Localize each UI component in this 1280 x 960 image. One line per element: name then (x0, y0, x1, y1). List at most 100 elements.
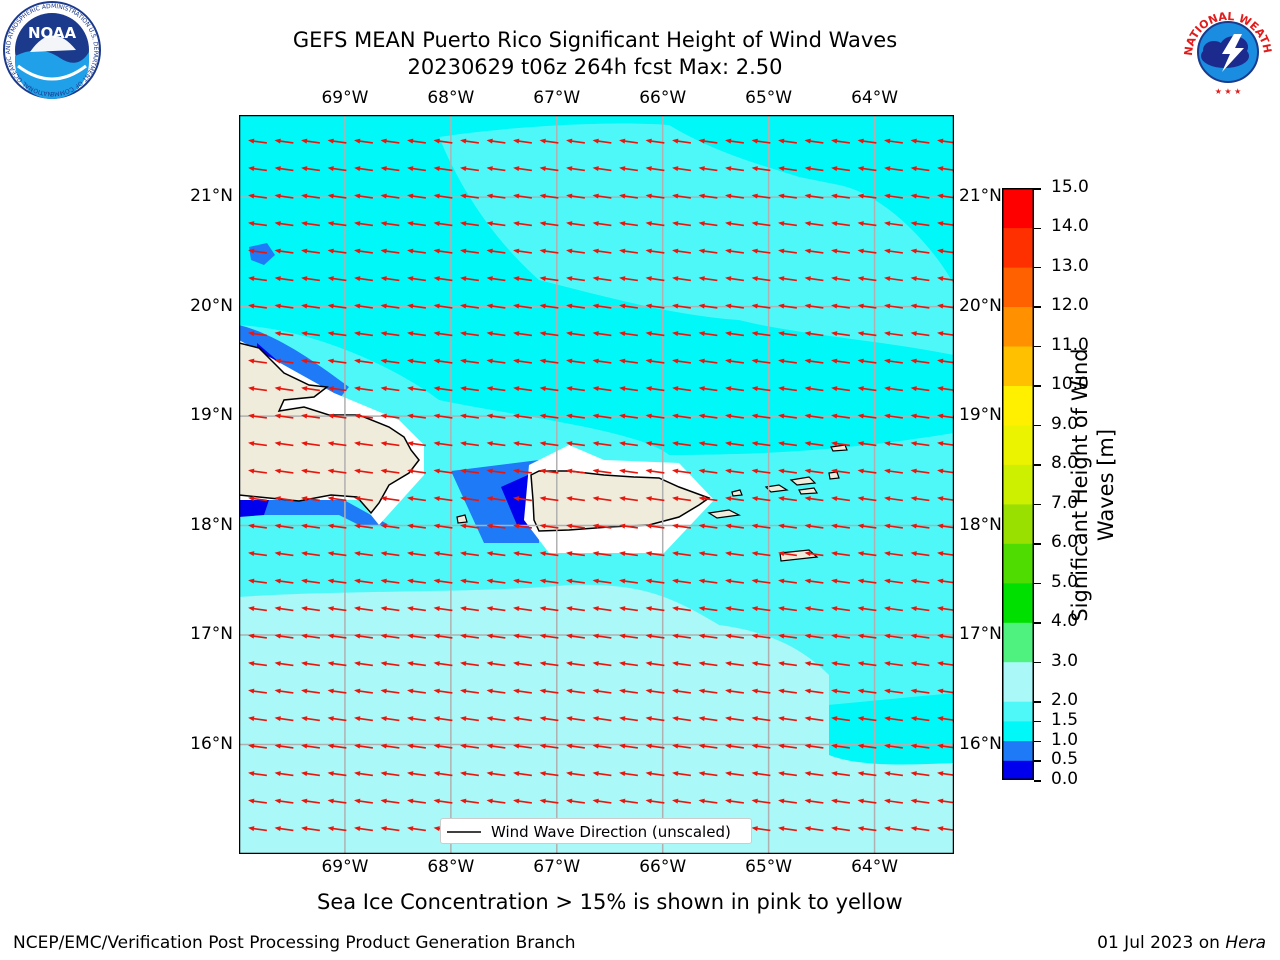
wind-arrow (460, 386, 479, 392)
wind-arrow (274, 248, 294, 254)
wind-arrow (301, 303, 320, 309)
colorbar-tick-mark (1034, 661, 1041, 664)
wind-arrow (778, 496, 797, 502)
wind-arrow (884, 551, 903, 557)
hispaniola-landmass (239, 342, 420, 515)
wind-arrow (539, 386, 559, 392)
wind-arrow (539, 331, 559, 337)
wind-arrow (248, 523, 267, 529)
wind-arrow (672, 441, 691, 447)
wind-arrow (566, 688, 585, 694)
wind-arrow (354, 688, 373, 694)
wind-arrow (566, 248, 585, 254)
wind-arrow (698, 661, 718, 667)
lat-tick-right: 17°N (959, 624, 1002, 645)
wind-arrow (513, 688, 532, 694)
wind-arrow (778, 523, 797, 529)
colorbar-tick-mark (1034, 740, 1041, 742)
wind-arrow (592, 441, 612, 447)
wind-arrow (301, 441, 320, 447)
wind-arrow (645, 441, 665, 447)
wind-arrow (645, 496, 665, 502)
wind-arrow (486, 138, 506, 144)
wind-arrow (380, 798, 400, 804)
wind-arrow (884, 633, 903, 639)
wind-arrow (460, 661, 479, 667)
colorbar-segment (1002, 701, 1034, 722)
wind-arrow (433, 386, 453, 392)
wind-arrow (698, 468, 718, 474)
wind-arrow (460, 221, 479, 227)
wind-arrow (486, 798, 506, 804)
wind-arrow (698, 303, 718, 309)
footer-branch: NCEP/EMC/Verification Post Processing Pr… (13, 933, 576, 953)
wind-arrow (619, 606, 638, 612)
wind-arrow (539, 633, 559, 639)
lat-tick-right: 18°N (959, 514, 1002, 535)
wind-arrow (619, 441, 638, 447)
wind-arrow (301, 358, 320, 364)
lon-tick-bottom: 69°W (321, 857, 369, 877)
wind-arrow (407, 633, 426, 639)
wind-arrow (804, 441, 824, 447)
wind-arrow (778, 221, 797, 227)
wind-arrow (486, 523, 506, 529)
wind-arrow (433, 358, 453, 364)
wind-arrow (354, 468, 373, 474)
wind-arrow (513, 303, 532, 309)
wind-arrow (354, 413, 373, 419)
wind-arrow (910, 578, 930, 584)
wind-arrow (884, 358, 903, 364)
noaa-logo-icon: NOAA NATIONAL OCEANIC AND ATMOSPHERIC AD… (0, 0, 101, 99)
wind-arrow (566, 468, 585, 474)
wind-arrow (592, 221, 612, 227)
wind-arrow (645, 303, 665, 309)
colorbar-segment (1002, 227, 1034, 268)
map-legend: Wind Wave Direction (unscaled) (440, 818, 752, 844)
wind-arrow (831, 138, 850, 144)
wind-arrow (486, 166, 506, 172)
wind-arrow (725, 688, 744, 694)
wind-arrow (539, 716, 559, 722)
wind-arrow (327, 688, 347, 694)
wind-arrow (698, 331, 718, 337)
wind-arrow (778, 578, 797, 584)
wind-arrow (804, 358, 824, 364)
wind-arrow (778, 606, 797, 612)
wind-arrow (725, 276, 744, 282)
wind-arrow (248, 248, 267, 254)
wind-arrow (354, 496, 373, 502)
wind-arrow (698, 551, 718, 557)
wind-arrow (725, 743, 744, 749)
wind-arrow (433, 798, 453, 804)
wind-arrow (248, 441, 267, 447)
wind-arrow (380, 606, 400, 612)
colorbar-segment (1002, 661, 1034, 702)
wind-arrow (407, 578, 426, 584)
wind-arrow (433, 221, 453, 227)
wind-arrow (725, 551, 744, 557)
wind-arrow (433, 303, 453, 309)
wind-arrow (672, 221, 691, 227)
wind-arrow (645, 413, 665, 419)
wind-arrow (831, 386, 850, 392)
wind-arrow (380, 633, 400, 639)
wind-arrow (486, 468, 506, 474)
wind-arrow (831, 303, 850, 309)
wind-arrow (433, 661, 453, 667)
wave-height-map (239, 115, 954, 854)
wind-arrow (433, 633, 453, 639)
wind-arrow (857, 468, 877, 474)
wind-arrow (857, 441, 877, 447)
wind-arrow (301, 468, 320, 474)
wind-arrow (910, 193, 930, 199)
wind-arrow (380, 661, 400, 667)
wind-arrow (301, 221, 320, 227)
wind-arrow (486, 633, 506, 639)
wind-arrow (645, 551, 665, 557)
colorbar-tick-mark (1034, 622, 1041, 624)
wind-arrow (274, 331, 294, 337)
wind-arrow (407, 826, 426, 832)
wind-arrow (513, 413, 532, 419)
wind-arrow (645, 358, 665, 364)
